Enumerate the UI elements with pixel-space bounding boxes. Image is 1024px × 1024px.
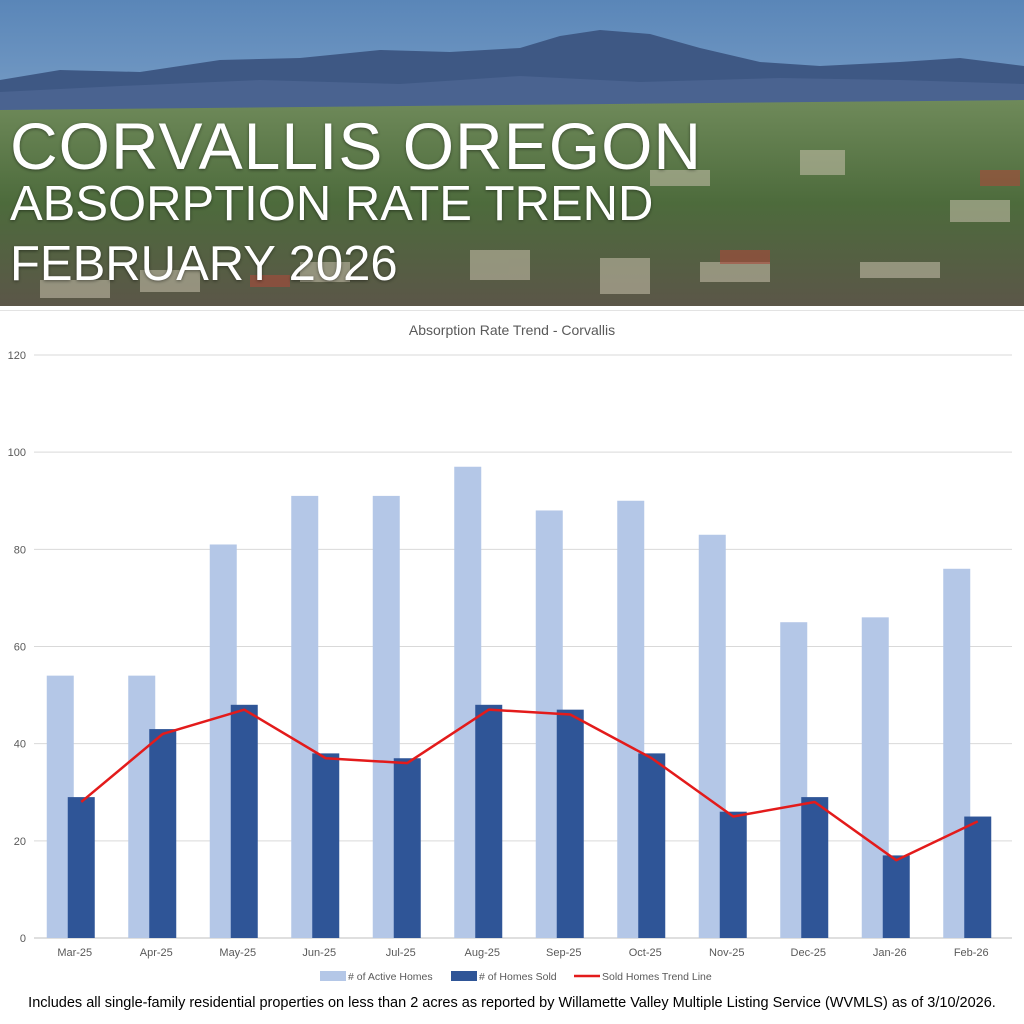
legend-label: # of Active Homes [348,971,433,983]
legend-label: Sold Homes Trend Line [602,971,712,983]
x-tick-label: Jan-26 [873,947,907,959]
y-tick-label: 40 [14,739,26,751]
bar-homes-sold [393,758,421,938]
bar-homes-sold [475,704,503,938]
bar-homes-sold [638,753,666,938]
x-tick-label: Aug-25 [465,947,500,959]
y-tick-label: 80 [14,544,26,556]
page-subtitle: ABSORPTION RATE TREND [10,177,654,231]
x-tick-label: Sep-25 [546,947,581,959]
x-tick-label: Mar-25 [57,947,92,959]
legend-swatch [320,971,346,981]
x-tick-label: May-25 [219,947,256,959]
bar-homes-sold [312,753,340,938]
x-tick-label: Apr-25 [140,947,173,959]
bar-homes-sold [719,811,747,938]
chart-panel: Absorption Rate Trend - Corvallis 0 20 40 6… [0,310,1024,995]
bar-homes-sold [149,729,177,938]
y-tick-label: 60 [14,642,26,654]
bar-homes-sold [882,855,910,938]
y-tick-label: 100 [8,447,26,459]
report-date: FEBRUARY 2026 [10,237,398,291]
legend-label: # of Homes Sold [479,971,557,983]
x-tick-label: Jun-25 [302,947,336,959]
x-tick-label: Dec-25 [791,947,826,959]
landscape-illustration [0,0,1024,306]
footnote: Includes all single-family residential p… [28,995,996,1011]
bar-homes-sold [556,709,584,938]
bar-homes-sold [801,797,829,938]
x-tick-label: Jul-25 [386,947,416,959]
x-tick-label: Oct-25 [629,947,662,959]
y-tick-label: 120 [8,350,26,362]
x-tick-label: Feb-26 [954,947,989,959]
header-photo: CORVALLIS OREGON ABSORPTION RATE TREND F… [0,0,1024,306]
x-tick-label: Nov-25 [709,947,744,959]
y-tick-label: 20 [14,836,26,848]
absorption-chart: Absorption Rate Trend - Corvallis 0 20 40 6… [8,322,1012,983]
bar-homes-sold [67,797,95,938]
bar-homes-sold [230,704,258,938]
bar-homes-sold [964,816,992,938]
page-title: CORVALLIS OREGON [10,109,703,183]
chart-title: Absorption Rate Trend - Corvallis [409,322,615,338]
y-tick-label: 0 [20,933,26,945]
legend-swatch [451,971,477,981]
trend-line [80,708,979,862]
